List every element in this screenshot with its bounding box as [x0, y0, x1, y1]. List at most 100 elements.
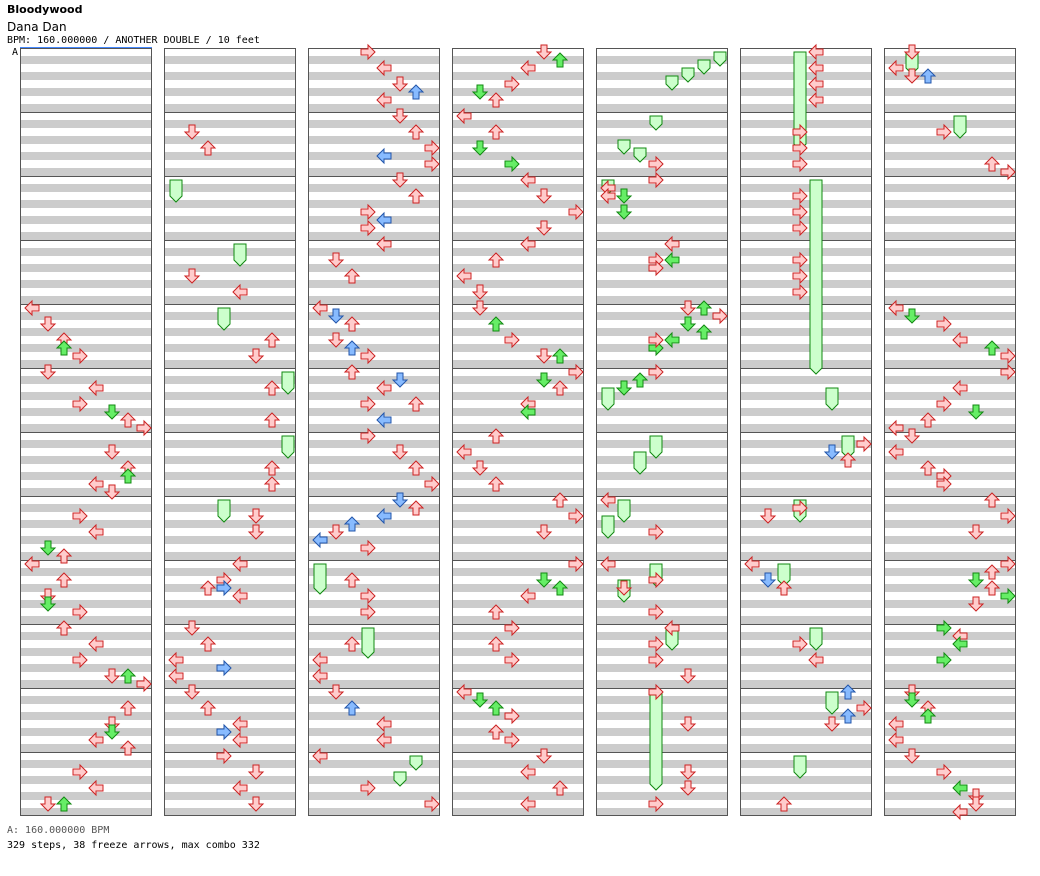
right-arrow-icon — [216, 747, 232, 765]
beat-stripe — [740, 600, 872, 608]
beat-stripe — [596, 584, 728, 592]
left-arrow-icon — [520, 59, 536, 77]
beat-stripe — [740, 616, 872, 624]
beat-stripe — [884, 376, 1016, 384]
up-arrow-icon — [487, 124, 505, 140]
beat-stripe — [164, 216, 296, 224]
down-arrow-icon — [679, 716, 697, 732]
right-arrow-icon — [360, 587, 376, 605]
up-arrow-icon — [263, 476, 281, 492]
beat-stripe — [452, 776, 584, 784]
beat-stripe — [740, 488, 872, 496]
chart-column — [884, 48, 1016, 816]
freeze-arrow — [601, 515, 615, 539]
beat-stripe — [452, 472, 584, 480]
beat-stripe — [308, 136, 440, 144]
beat-stripe — [884, 72, 1016, 80]
up-arrow-icon — [343, 572, 361, 588]
beat-stripe — [308, 680, 440, 688]
down-arrow-icon — [391, 108, 409, 124]
up-arrow-icon — [55, 620, 73, 636]
down-arrow-icon — [183, 124, 201, 140]
left-arrow-icon — [88, 475, 104, 493]
beat-stripe — [596, 408, 728, 416]
beat-stripe — [596, 648, 728, 656]
beat-stripe — [884, 712, 1016, 720]
beat-stripe — [884, 104, 1016, 112]
beat-stripe — [452, 552, 584, 560]
beat-stripe — [308, 440, 440, 448]
down-arrow-icon — [39, 596, 57, 612]
beat-stripe — [164, 488, 296, 496]
beat-stripe — [596, 104, 728, 112]
up-arrow-icon — [551, 780, 569, 796]
beat-stripe — [308, 360, 440, 368]
beat-stripe — [20, 696, 152, 704]
up-arrow-icon — [199, 140, 217, 156]
beat-stripe — [452, 440, 584, 448]
left-arrow-icon — [888, 731, 904, 749]
freeze-arrow — [649, 435, 663, 459]
beat-stripe — [164, 472, 296, 480]
beat-stripe — [308, 88, 440, 96]
down-arrow-icon — [327, 332, 345, 348]
beat-stripe — [308, 296, 440, 304]
beat-stripe — [452, 88, 584, 96]
up-arrow-icon — [407, 84, 425, 100]
beat-stripe — [884, 328, 1016, 336]
down-arrow-icon — [247, 508, 265, 524]
freeze-arrow — [169, 179, 183, 203]
beat-stripe — [164, 408, 296, 416]
down-arrow-icon — [823, 716, 841, 732]
beat-stripe — [596, 552, 728, 560]
beat-stripe — [308, 120, 440, 128]
beat-stripe — [164, 280, 296, 288]
right-arrow-icon — [360, 539, 376, 557]
right-arrow-icon — [360, 779, 376, 797]
beat-stripe — [164, 424, 296, 432]
beat-stripe — [596, 232, 728, 240]
beat-stripe — [884, 200, 1016, 208]
beat-stripe — [452, 408, 584, 416]
right-arrow-icon — [568, 203, 584, 221]
beat-stripe — [596, 248, 728, 256]
beat-stripe — [596, 808, 728, 816]
beat-stripe — [308, 712, 440, 720]
down-arrow-icon — [679, 780, 697, 796]
down-arrow-icon — [247, 764, 265, 780]
beat-stripe — [452, 168, 584, 176]
beat-stripe — [20, 264, 152, 272]
right-arrow-icon — [504, 619, 520, 637]
down-arrow-icon — [183, 684, 201, 700]
right-arrow-icon — [648, 155, 664, 173]
beat-stripe — [596, 392, 728, 400]
beat-stripe — [20, 808, 152, 816]
beat-stripe — [596, 376, 728, 384]
freeze-arrow — [233, 243, 247, 267]
beat-stripe — [20, 728, 152, 736]
right-arrow-icon — [1000, 587, 1016, 605]
right-arrow-icon — [360, 43, 376, 61]
down-arrow-icon — [471, 300, 489, 316]
left-arrow-icon — [232, 587, 248, 605]
right-arrow-icon — [1000, 347, 1016, 365]
beat-stripe — [740, 408, 872, 416]
up-arrow-icon — [551, 580, 569, 596]
right-arrow-icon — [792, 187, 808, 205]
up-arrow-icon — [199, 700, 217, 716]
right-arrow-icon — [648, 259, 664, 277]
left-arrow-icon — [888, 419, 904, 437]
beat-stripe — [20, 56, 152, 64]
freeze-arrow — [217, 307, 231, 331]
beat-stripe — [884, 280, 1016, 288]
beat-stripe — [884, 344, 1016, 352]
beat-stripe — [740, 712, 872, 720]
beat-stripe — [308, 760, 440, 768]
right-arrow-icon — [936, 123, 952, 141]
up-arrow-icon — [263, 460, 281, 476]
beat-stripe — [884, 680, 1016, 688]
beat-stripe — [740, 248, 872, 256]
beat-stripe — [452, 280, 584, 288]
left-arrow-icon — [168, 667, 184, 685]
up-arrow-icon — [919, 708, 937, 724]
